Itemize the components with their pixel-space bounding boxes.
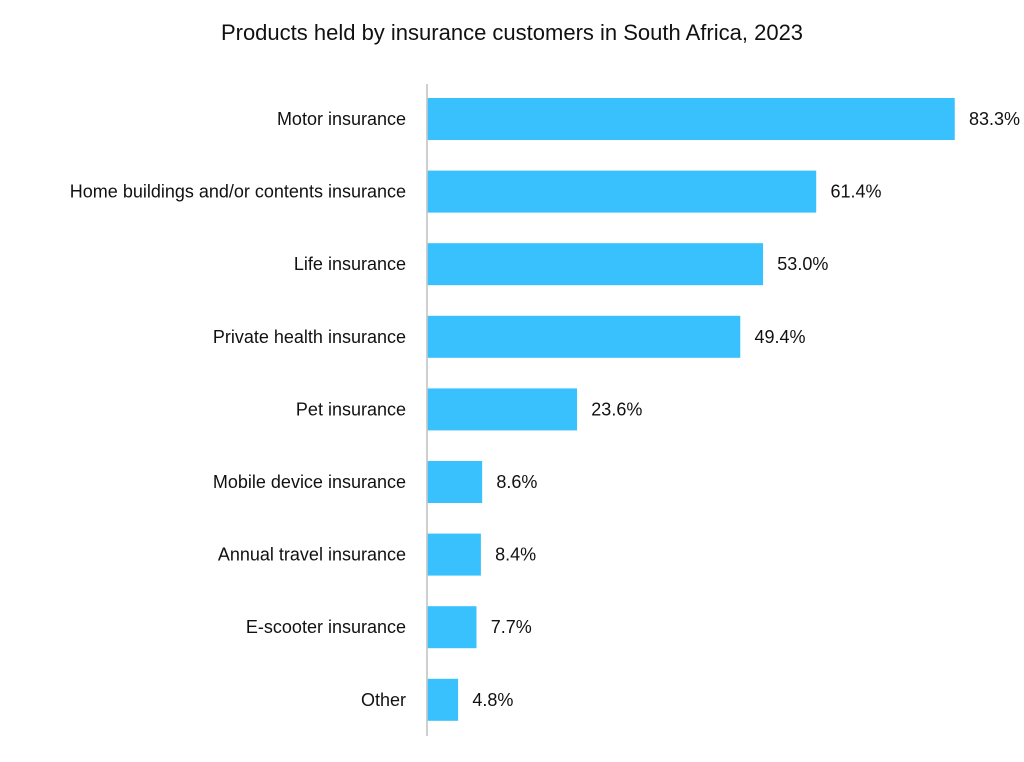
bar (427, 170, 817, 213)
value-label: 83.3% (969, 109, 1020, 129)
value-labels-group: 83.3% 61.4% 53.0% 49.4% 23.6% 8.6% 8.4% 7.7% 4.8… (472, 109, 1020, 710)
value-label: 61.4% (830, 182, 881, 202)
bar (427, 533, 481, 576)
bar (427, 388, 578, 431)
category-label: Mobile device insurance (213, 472, 406, 492)
category-label: Pet insurance (296, 399, 406, 419)
value-label: 4.8% (472, 690, 513, 710)
bar (427, 315, 741, 358)
value-label: 8.6% (496, 472, 537, 492)
category-label: Motor insurance (277, 109, 406, 129)
bar (427, 678, 459, 721)
category-label: Home buildings and/or contents insurance (70, 182, 406, 202)
value-label: 8.4% (495, 545, 536, 565)
bar (427, 98, 955, 140)
category-labels-group: Motor insurance Home buildings and/or con… (70, 109, 406, 710)
category-label: Life insurance (294, 254, 406, 274)
category-label: Other (361, 690, 406, 710)
value-label: 7.7% (491, 617, 532, 637)
value-label: 23.6% (591, 399, 642, 419)
value-label: 49.4% (755, 327, 806, 347)
chart-title: Products held by insurance customers in … (220, 20, 804, 45)
bars-group (427, 98, 955, 721)
bar (427, 243, 764, 286)
value-label: 53.0% (777, 254, 828, 274)
category-label: E-scooter insurance (246, 617, 406, 637)
category-label: Annual travel insurance (218, 545, 406, 565)
bar (427, 606, 477, 649)
bar (427, 461, 483, 503)
category-label: Private health insurance (213, 327, 406, 347)
